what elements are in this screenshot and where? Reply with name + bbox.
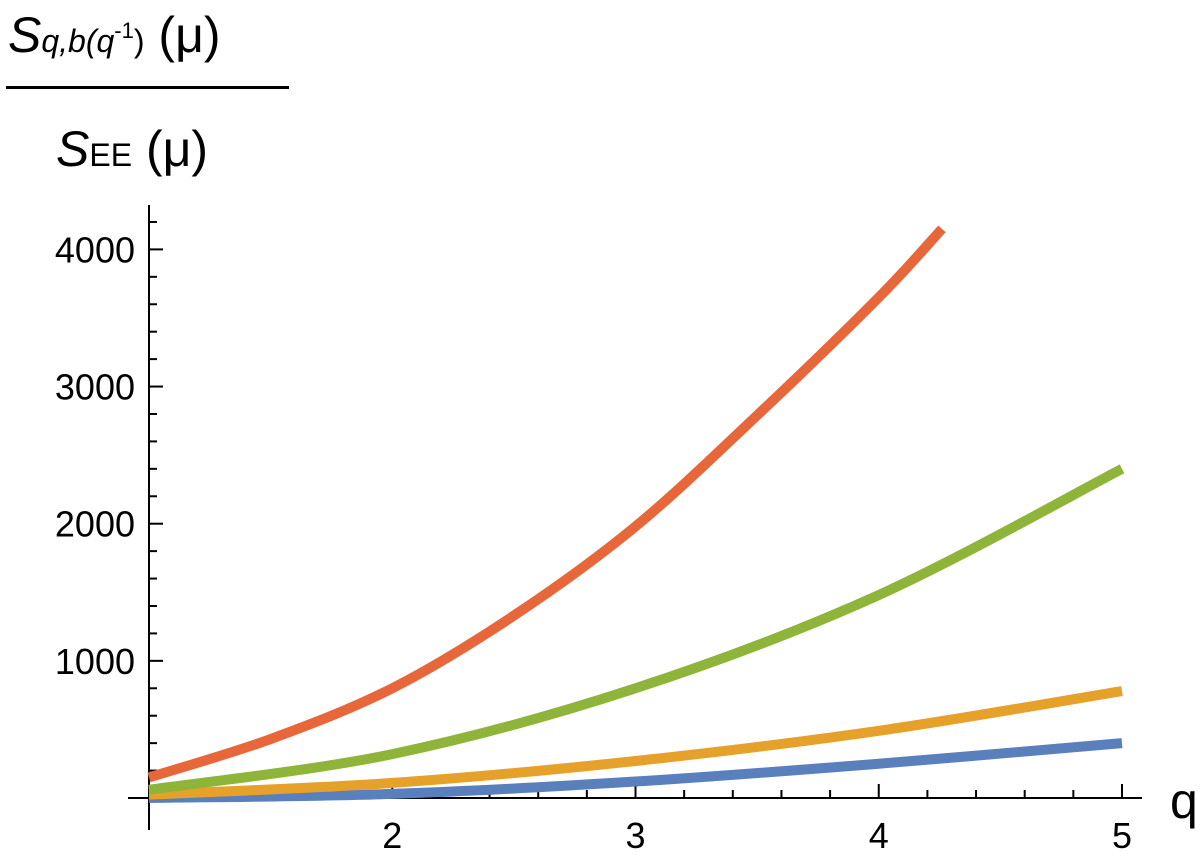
x-tick-label: 5 (1112, 815, 1132, 856)
series-line-2 (148, 686, 1123, 800)
series-line-3 (148, 464, 1125, 795)
series-group (147, 225, 1125, 803)
series-line-1 (148, 738, 1123, 803)
y-axis-label-fraction-bar (6, 86, 289, 89)
y-tick-label: 3000 (55, 367, 135, 408)
x-tick-label: 2 (382, 815, 402, 856)
y-tick-label: 2000 (55, 504, 135, 545)
y-axis-label: Sq,b(q-1) (μ) SEE (μ) (0, 0, 300, 200)
y-axis-label-numerator: Sq,b(q-1) (μ) (8, 7, 221, 63)
y-tick-label: 1000 (55, 641, 135, 682)
y-axis-label-denominator: SEE (μ) (56, 121, 209, 177)
y-tick-label: 4000 (55, 229, 135, 270)
x-tick-label: 3 (625, 815, 645, 856)
series-line-4 (147, 225, 946, 783)
x-tick-label: 4 (869, 815, 889, 856)
x-axis-label: q (1170, 773, 1198, 829)
